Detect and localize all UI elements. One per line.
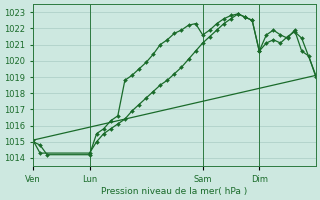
X-axis label: Pression niveau de la mer( hPa ): Pression niveau de la mer( hPa ) [101, 187, 247, 196]
